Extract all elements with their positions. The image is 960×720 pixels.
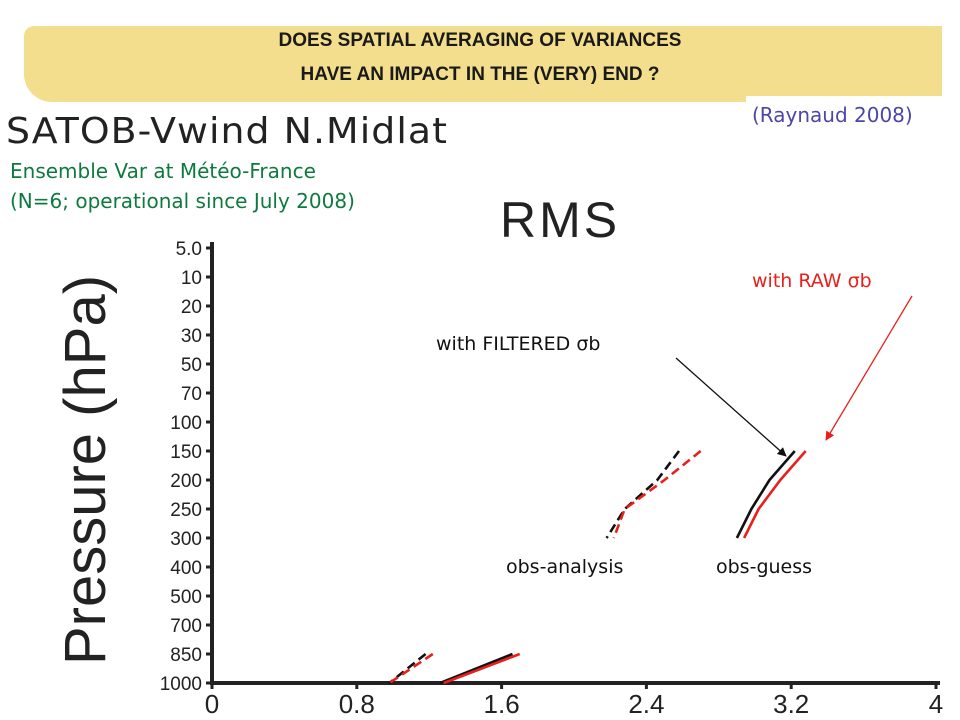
- reference-box: [746, 96, 960, 138]
- y-tick-label: 10: [181, 268, 202, 289]
- series-lines: [388, 449, 807, 685]
- x-tick-label: 4: [929, 689, 943, 719]
- y-tick-label: 400: [170, 558, 202, 579]
- filtered-label: with FILTERED σb: [436, 333, 600, 355]
- x-tick-label: 2.4: [628, 689, 664, 719]
- series-line-dashed-0: [605, 450, 681, 539]
- y-tick-label: 250: [170, 500, 202, 521]
- y-tick-label: 300: [170, 529, 202, 550]
- chart-title: RMS: [500, 192, 620, 248]
- y-tick-label: 70: [181, 384, 202, 405]
- filtered-arrow: [675, 357, 787, 457]
- y-tick-label: 500: [170, 587, 202, 608]
- series-line-dashed-5: [388, 652, 434, 685]
- y-tick-label: 5.0: [176, 239, 202, 260]
- chart-axes: [210, 242, 940, 685]
- raw-arrow: [825, 295, 913, 441]
- x-tick-label: 3.2: [773, 689, 809, 719]
- obs-guess-label: obs-guess: [716, 556, 812, 578]
- series-line-solid-6: [439, 652, 513, 685]
- x-tick-label: 0: [205, 689, 219, 719]
- header-background: [0, 0, 960, 30]
- x-ticks: 0 0.8 1.6 2.4 3.2 4: [205, 683, 943, 719]
- y-axis-label: Pressure (hPa): [53, 275, 118, 665]
- y-tick-label: 1000: [160, 674, 202, 695]
- ensemble-note-line1: Ensemble Var at Météo-France: [10, 159, 316, 183]
- obs-analysis-label: obs-analysis: [506, 556, 623, 578]
- experiment-label: SATOB-Vwind N.Midlat: [6, 111, 448, 152]
- ensemble-note-line2: (N=6; operational since July 2008): [10, 189, 355, 213]
- series-line-dashed-1: [612, 449, 702, 539]
- y-tick-label: 150: [170, 442, 202, 463]
- title-banner: [24, 26, 942, 102]
- y-tick-label: 850: [170, 645, 202, 666]
- x-tick-label: 0.8: [339, 689, 375, 719]
- slide-title-line2: HAVE AN IMPACT IN THE (VERY) END ?: [300, 64, 660, 85]
- series-line-dashed-4: [388, 652, 427, 685]
- y-tick-label: 100: [170, 413, 202, 434]
- y-tick-label: 200: [170, 471, 202, 492]
- y-tick-label: 30: [181, 326, 202, 347]
- y-tick-label: 20: [181, 297, 202, 318]
- x-tick-label: 1.6: [484, 689, 520, 719]
- slide-title-line1: DOES SPATIAL AVERAGING OF VARIANCES: [278, 30, 682, 51]
- y-tick-label: 50: [181, 355, 202, 376]
- series-line-solid-3: [742, 450, 807, 539]
- series-line-solid-2: [735, 450, 796, 539]
- y-tick-label: 700: [170, 616, 202, 637]
- reference-citation: (Raynaud 2008): [752, 103, 913, 127]
- series-line-solid-7: [443, 652, 521, 685]
- raw-label: with RAW σb: [752, 270, 872, 292]
- y-ticks: 5.0 10 20 30 50 70 100 150 200 250 300 400 500 700 850…: [160, 239, 212, 695]
